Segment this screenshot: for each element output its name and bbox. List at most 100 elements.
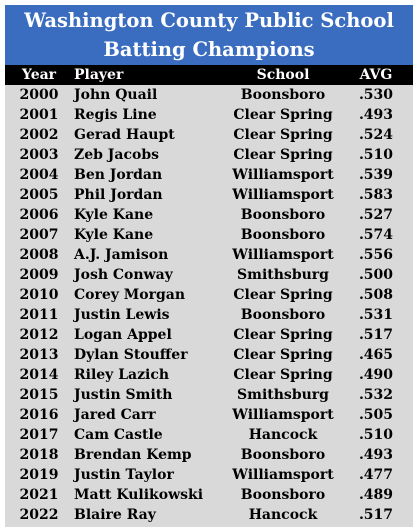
table-row: 2000 John Quail Boonsboro .530 <box>5 85 413 105</box>
player-cell: A.J. Jamison <box>74 247 169 263</box>
title-line-1: Washington County Public School <box>24 9 394 32</box>
avg-cell: .489 <box>358 487 394 503</box>
avg-cell: .493 <box>358 107 394 123</box>
avg-cell: .477 <box>358 467 394 483</box>
school-cell: Smithsburg <box>237 387 329 403</box>
player-cell: Cam Castle <box>74 427 163 443</box>
year-cell: 2016 <box>19 407 59 423</box>
avg-cell: .493 <box>358 447 394 463</box>
avg-cell: .505 <box>358 407 394 423</box>
school-cell: Clear Spring <box>233 287 333 303</box>
year-cell: 2009 <box>19 267 59 283</box>
avg-cell: .532 <box>358 387 394 403</box>
school-cell: Hancock <box>248 427 318 443</box>
year-cell: 2008 <box>19 247 59 263</box>
school-cell: Clear Spring <box>233 147 333 163</box>
avg-cell: .490 <box>358 367 394 383</box>
player-cell: Brendan Kemp <box>74 447 192 463</box>
avg-cell: .583 <box>358 187 394 203</box>
player-cell: Zeb Jacobs <box>74 147 160 163</box>
table-row: 2019 Justin Taylor Williamsport .477 <box>5 465 413 485</box>
table-body: 2000 John Quail Boonsboro .530 2001 Regis Lin… <box>5 85 413 525</box>
school-cell: Clear Spring <box>233 107 333 123</box>
player-cell: Gerad Haupt <box>74 127 175 143</box>
year-cell: 2017 <box>19 427 59 443</box>
avg-cell: .517 <box>358 507 394 523</box>
table-row: 2013 Dylan Stouffer Clear Spring .465 <box>5 345 413 365</box>
school-cell: Boonsboro <box>240 87 326 103</box>
avg-cell: .527 <box>358 207 394 223</box>
table-row: 2003 Zeb Jacobs Clear Spring .510 <box>5 145 413 165</box>
avg-cell: .556 <box>358 247 394 263</box>
year-cell: 2011 <box>19 307 59 323</box>
school-cell: Boonsboro <box>240 207 326 223</box>
avg-cell: .539 <box>358 167 394 183</box>
player-cell: Matt Kulikowski <box>74 487 204 503</box>
table-row: 2005 Phil Jordan Williamsport .583 <box>5 185 413 205</box>
player-cell: John Quail <box>74 87 158 103</box>
player-cell: Justin Taylor <box>74 467 174 483</box>
school-cell: Clear Spring <box>233 127 333 143</box>
player-cell: Kyle Kane <box>74 227 154 243</box>
table-row: 2008 A.J. Jamison Williamsport .556 <box>5 245 413 265</box>
table-row: 2011 Justin Lewis Boonsboro .531 <box>5 305 413 325</box>
school-cell: Hancock <box>248 507 318 523</box>
table-row: 2017 Cam Castle Hancock .510 <box>5 425 413 445</box>
table-row: 2018 Brendan Kemp Boonsboro .493 <box>5 445 413 465</box>
school-cell: Clear Spring <box>233 367 333 383</box>
year-cell: 2019 <box>19 467 59 483</box>
player-cell: Kyle Kane <box>74 207 154 223</box>
year-cell: 2021 <box>19 487 59 503</box>
year-cell: 2018 <box>19 447 59 463</box>
school-cell: Williamsport <box>232 467 334 483</box>
year-cell: 2010 <box>19 287 59 303</box>
table-row: 2002 Gerad Haupt Clear Spring .524 <box>5 125 413 145</box>
table-row: 2006 Kyle Kane Boonsboro .527 <box>5 205 413 225</box>
school-cell: Smithsburg <box>237 267 329 283</box>
school-cell: Williamsport <box>232 407 334 423</box>
player-cell: Blaire Ray <box>74 507 156 523</box>
school-cell: Boonsboro <box>240 227 326 243</box>
avg-cell: .510 <box>358 147 394 163</box>
year-cell: 2005 <box>19 187 59 203</box>
avg-cell: .574 <box>358 227 394 243</box>
table-row: 2022 Blaire Ray Hancock .517 <box>5 505 413 525</box>
player-cell: Ben Jordan <box>74 167 163 183</box>
table-row: 2010 Corey Morgan Clear Spring .508 <box>5 285 413 305</box>
avg-cell: .508 <box>358 287 394 303</box>
header-avg: AVG <box>359 67 393 83</box>
table-row: 2014 Riley Lazich Clear Spring .490 <box>5 365 413 385</box>
avg-cell: .500 <box>358 267 394 283</box>
school-cell: Boonsboro <box>240 447 326 463</box>
year-cell: 2004 <box>19 167 59 183</box>
page-title: Washington County Public School Batting … <box>5 5 413 65</box>
avg-cell: .465 <box>358 347 394 363</box>
school-cell: Williamsport <box>232 167 334 183</box>
avg-cell: .530 <box>358 87 394 103</box>
player-cell: Logan Appel <box>74 327 172 343</box>
table-row: 2007 Kyle Kane Boonsboro .574 <box>5 225 413 245</box>
table-row: 2004 Ben Jordan Williamsport .539 <box>5 165 413 185</box>
player-cell: Riley Lazich <box>74 367 170 383</box>
year-cell: 2012 <box>19 327 59 343</box>
year-cell: 2014 <box>19 367 59 383</box>
table-row: 2009 Josh Conway Smithsburg .500 <box>5 265 413 285</box>
table-row: 2012 Logan Appel Clear Spring .517 <box>5 325 413 345</box>
year-cell: 2007 <box>19 227 59 243</box>
header-school: School <box>256 67 310 83</box>
avg-cell: .531 <box>358 307 394 323</box>
school-cell: Williamsport <box>232 247 334 263</box>
school-cell: Boonsboro <box>240 487 326 503</box>
year-cell: 2015 <box>19 387 59 403</box>
school-cell: Williamsport <box>232 187 334 203</box>
year-cell: 2006 <box>19 207 59 223</box>
year-cell: 2002 <box>19 127 59 143</box>
avg-cell: .517 <box>358 327 394 343</box>
year-cell: 2001 <box>19 107 59 123</box>
champions-table-card: Washington County Public School Batting … <box>5 5 413 527</box>
title-line-2: Batting Champions <box>103 38 315 61</box>
player-cell: Corey Morgan <box>74 287 186 303</box>
avg-cell: .510 <box>358 427 394 443</box>
player-cell: Jared Carr <box>74 407 156 423</box>
player-cell: Justin Lewis <box>74 307 170 323</box>
